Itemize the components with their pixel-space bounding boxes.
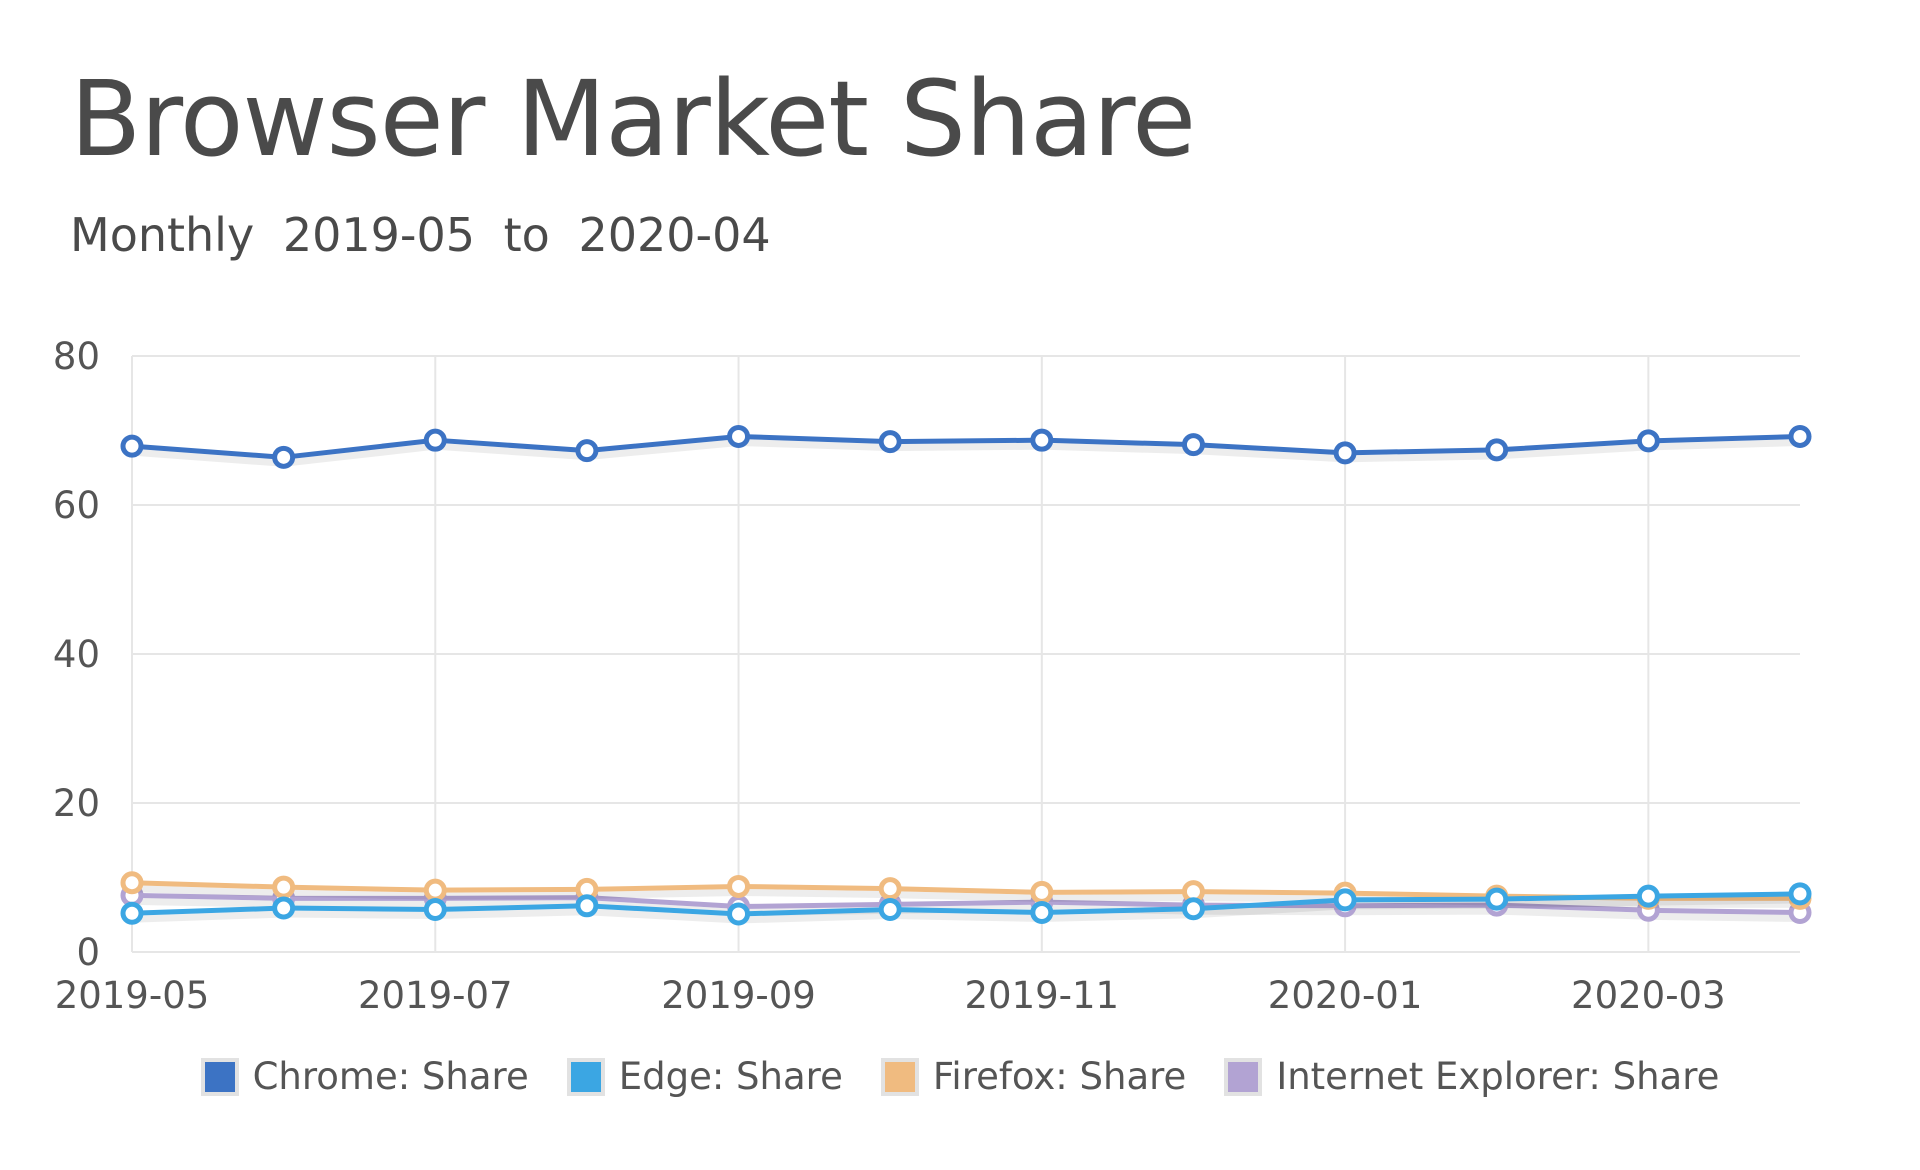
data-point[interactable]	[1636, 884, 1660, 908]
x-tick-label: 2019-11	[965, 974, 1120, 1017]
data-point[interactable]	[1788, 882, 1812, 906]
data-point[interactable]	[727, 874, 751, 898]
data-point[interactable]	[1788, 424, 1812, 448]
data-point[interactable]	[272, 445, 296, 469]
data-point[interactable]	[1636, 429, 1660, 453]
data-point[interactable]	[423, 878, 447, 902]
data-point[interactable]	[878, 430, 902, 454]
x-tick-label: 2019-05	[55, 974, 210, 1017]
data-point[interactable]	[878, 898, 902, 922]
subtitle-frequency: Monthly	[70, 208, 255, 262]
data-point[interactable]	[1333, 888, 1357, 912]
chart-subtitle: Monthly 2019-05 to 2020-04	[70, 208, 785, 262]
data-point[interactable]	[1181, 897, 1205, 921]
legend-item[interactable]: Firefox: Share	[880, 1055, 1187, 1098]
x-tick-label: 2020-03	[1571, 974, 1726, 1017]
series-line	[131, 433, 1801, 460]
chart-title: Browser Market Share	[70, 58, 1196, 180]
legend-item[interactable]: Edge: Share	[566, 1055, 843, 1098]
y-tick-label: 60	[53, 484, 100, 527]
legend-label: Firefox: Share	[932, 1055, 1187, 1098]
data-point[interactable]	[272, 875, 296, 899]
x-tick-label: 2020-01	[1268, 974, 1423, 1017]
series-line	[131, 892, 1801, 916]
data-point[interactable]	[120, 434, 144, 458]
legend-label: Chrome: Share	[252, 1055, 529, 1098]
data-point[interactable]	[575, 439, 599, 463]
y-tick-label: 80	[53, 335, 100, 378]
data-point[interactable]	[1485, 887, 1509, 911]
subtitle-end-date: 2020-04	[578, 208, 771, 262]
legend-label: Internet Explorer: Share	[1276, 1055, 1720, 1098]
data-point[interactable]	[1030, 901, 1054, 925]
y-tick-label: 20	[53, 782, 100, 825]
data-point[interactable]	[1181, 433, 1205, 457]
chart-legend: Chrome: Share Edge: Share Firefox: Share In…	[0, 1055, 1920, 1098]
data-point[interactable]	[120, 871, 144, 895]
data-point[interactable]	[1030, 428, 1054, 452]
y-tick-label: 0	[76, 931, 100, 974]
subtitle-start-date: 2019-05	[282, 208, 476, 262]
data-point[interactable]	[727, 424, 751, 448]
legend-label: Edge: Share	[618, 1055, 843, 1098]
series-shadow	[131, 438, 1801, 467]
legend-swatch	[1224, 1057, 1263, 1096]
data-point[interactable]	[1030, 880, 1054, 904]
legend-swatch	[566, 1057, 605, 1096]
series-shadow	[131, 896, 1801, 924]
data-point[interactable]	[120, 901, 144, 925]
legend-swatch	[880, 1057, 919, 1096]
data-point[interactable]	[423, 898, 447, 922]
x-tick-label: 2019-07	[358, 974, 513, 1017]
data-point[interactable]	[1485, 438, 1509, 462]
x-tick-label: 2019-09	[661, 974, 816, 1017]
data-point[interactable]	[1333, 441, 1357, 465]
data-point[interactable]	[423, 428, 447, 452]
series-shadow	[131, 885, 1800, 908]
data-point[interactable]	[727, 902, 751, 926]
y-tick-label: 40	[53, 633, 100, 676]
data-point[interactable]	[272, 896, 296, 920]
legend-item[interactable]: Internet Explorer: Share	[1224, 1055, 1719, 1098]
data-point[interactable]	[575, 894, 599, 918]
data-point[interactable]	[878, 877, 902, 901]
subtitle-to: to	[503, 208, 550, 262]
legend-item[interactable]: Chrome: Share	[200, 1055, 529, 1098]
series-line	[131, 891, 1801, 917]
legend-swatch	[200, 1057, 239, 1096]
